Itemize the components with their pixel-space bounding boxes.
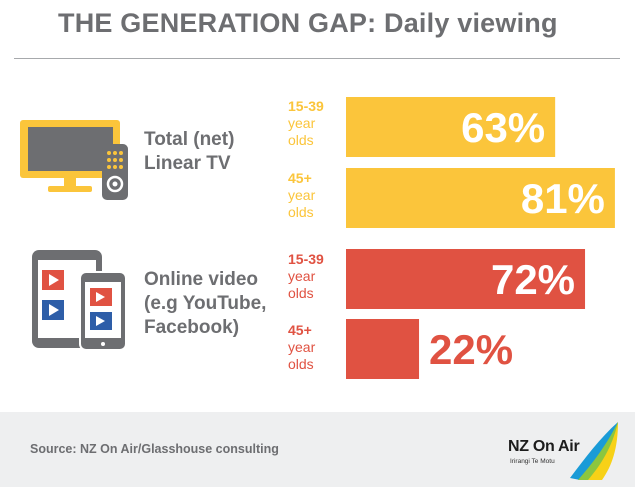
footer: Source: NZ On Air/Glasshouse consulting … <box>0 412 635 487</box>
bar-value-label-1-1: 22% <box>429 326 513 373</box>
title-divider <box>14 58 620 59</box>
age-label-online-15-39: 15-39 year olds <box>288 251 348 302</box>
logo-tagline: Irirangi Te Motu <box>510 458 555 465</box>
age-label-online-45-plus: 45+ year olds <box>288 322 348 373</box>
age-value: 15-39 <box>288 251 324 267</box>
bar-0-1 <box>346 168 615 228</box>
age-unit: year olds <box>288 115 316 148</box>
age-label-tv-45-plus: 45+ year olds <box>288 170 348 221</box>
bar-value-label-0-1: 81% <box>521 175 605 222</box>
age-value: 15-39 <box>288 98 324 114</box>
bar-1-1 <box>346 319 420 379</box>
nz-on-air-logo: NZ On Air Irirangi Te Motu <box>500 418 620 482</box>
age-unit: year olds <box>288 339 316 372</box>
age-unit: year olds <box>288 187 316 220</box>
age-label-tv-15-39: 15-39 year olds <box>288 98 348 149</box>
age-value: 45+ <box>288 322 312 338</box>
bar-value-label-0-0: 63% <box>461 104 545 151</box>
tablet-and-phone-video-icon <box>32 250 127 351</box>
page-title: THE GENERATION GAP: Daily viewing <box>58 8 558 38</box>
logo-swoosh-icon <box>570 422 618 480</box>
bar-chart: 63% 81% 72% 22% <box>346 97 615 379</box>
bar-0-0 <box>346 97 556 157</box>
tv-with-remote-icon <box>20 120 128 200</box>
age-value: 45+ <box>288 170 312 186</box>
group-label-linear-tv: Total (net) Linear TV <box>144 129 235 174</box>
bar-value-label-1-0: 72% <box>491 256 575 303</box>
source-text: Source: NZ On Air/Glasshouse consulting <box>30 442 279 456</box>
group-label-online-video: Online video (e.g YouTube, Facebook) <box>144 269 267 338</box>
bar-1-0 <box>346 249 586 309</box>
age-unit: year olds <box>288 268 316 301</box>
logo-name: NZ On Air <box>508 438 580 455</box>
